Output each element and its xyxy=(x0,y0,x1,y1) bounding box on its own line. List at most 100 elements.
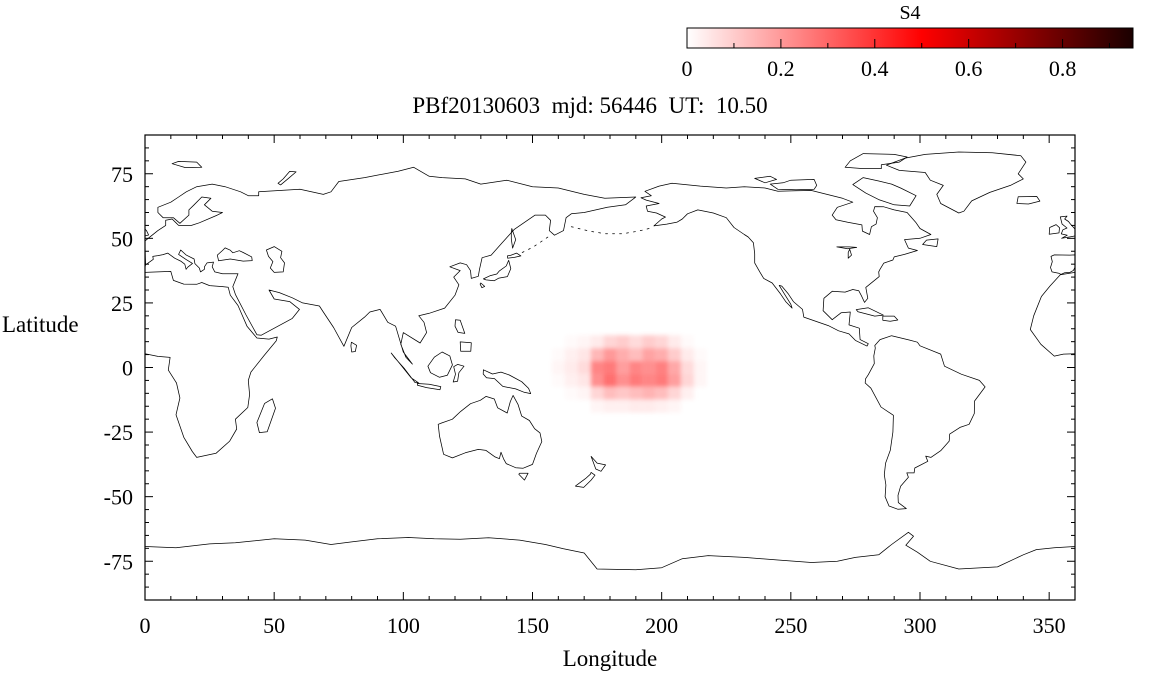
coastline xyxy=(769,179,818,191)
coastline xyxy=(1029,272,1075,357)
colorbar-tick-label: 0 xyxy=(682,56,693,81)
coastline xyxy=(640,182,932,347)
heatmap-cell xyxy=(616,386,630,400)
coastline xyxy=(1074,546,1075,547)
heatmap-cell xyxy=(668,361,682,374)
coastline xyxy=(171,161,203,168)
heatmap-cell xyxy=(655,399,669,413)
heatmap-cell xyxy=(564,361,578,374)
colorbar-tick-label: 0.6 xyxy=(955,56,983,81)
heatmap-cell xyxy=(681,386,694,400)
coastline xyxy=(882,315,899,322)
heatmap-cell xyxy=(693,373,707,387)
coastline xyxy=(483,259,512,282)
coastline xyxy=(145,228,149,237)
heatmap-cell xyxy=(693,361,707,374)
heatmap-cell xyxy=(616,399,630,413)
coastline xyxy=(482,369,532,394)
heatmap-cell xyxy=(590,361,604,374)
heatmap-cell xyxy=(577,361,591,374)
y-tick-label: -75 xyxy=(104,549,133,574)
coastline xyxy=(518,472,529,481)
heatmap-cell xyxy=(603,361,617,374)
coastline xyxy=(479,282,486,289)
heatmap-cell xyxy=(681,348,694,362)
heatmap-cell xyxy=(642,386,656,400)
y-tick-label: 0 xyxy=(122,356,133,381)
heatmap-cell xyxy=(655,348,669,362)
coastline xyxy=(452,364,465,383)
s4-heatmap-layer xyxy=(551,335,707,413)
heatmap-cell xyxy=(629,373,643,387)
y-axis-label: Latitude xyxy=(2,312,79,337)
coastline xyxy=(390,352,420,384)
coastline xyxy=(145,254,146,269)
heatmap-cell xyxy=(564,335,578,349)
coastline xyxy=(922,238,939,247)
coastline xyxy=(216,247,253,262)
heatmap-cell xyxy=(603,386,617,400)
x-tick-label: 250 xyxy=(774,613,807,638)
coastline xyxy=(350,341,357,353)
heatmap-cell xyxy=(564,348,578,362)
x-tick-label: 100 xyxy=(387,613,420,638)
coastline xyxy=(427,351,453,378)
coastline xyxy=(847,248,852,259)
heatmap-cell xyxy=(551,373,565,387)
heatmap-cell xyxy=(577,386,591,400)
coastline xyxy=(1048,224,1060,235)
heatmap-cell xyxy=(642,361,656,374)
coastline xyxy=(886,151,1027,214)
coastline xyxy=(1016,196,1041,205)
y-tick-label: -50 xyxy=(104,485,133,510)
heatmap-cell xyxy=(564,386,578,400)
heatmap-cell xyxy=(616,335,630,349)
coastline xyxy=(266,246,285,273)
coastline xyxy=(855,307,884,317)
heatmap-cell xyxy=(629,386,643,400)
heatmap-cell xyxy=(551,361,565,374)
coastline xyxy=(459,341,472,352)
heatmap-cell xyxy=(577,335,591,349)
y-tick-label: -25 xyxy=(104,420,133,445)
heatmap-cell xyxy=(590,373,604,387)
colorbar-tick-label: 0.2 xyxy=(767,56,795,81)
heatmap-cell xyxy=(629,361,643,374)
x-axis-label: Longitude xyxy=(563,646,658,671)
heatmap-cell xyxy=(590,399,604,413)
x-tick-label: 0 xyxy=(140,613,151,638)
heatmap-cell xyxy=(551,348,565,362)
x-tick-label: 200 xyxy=(645,613,678,638)
y-tick-label: 25 xyxy=(111,291,133,316)
heatmap-cell xyxy=(590,386,604,400)
colorbar: 0 0.2 0.4 0.6 0.8 xyxy=(682,27,1134,81)
heatmap-cell xyxy=(616,348,630,362)
coastline xyxy=(145,166,637,365)
coastline xyxy=(1074,240,1075,259)
coastline xyxy=(864,335,986,510)
heatmap-cell xyxy=(616,361,630,374)
heatmap-cell xyxy=(629,348,643,362)
y-tick-label: 50 xyxy=(111,226,133,251)
heatmap-cell xyxy=(629,399,643,413)
heatmap-cell xyxy=(642,348,656,362)
heatmap-cell xyxy=(590,335,604,349)
x-tick-label: 150 xyxy=(516,613,549,638)
coastline xyxy=(437,395,543,469)
coastline xyxy=(454,319,466,334)
coastline xyxy=(844,153,908,169)
colorbar-title: S4 xyxy=(899,2,920,24)
heatmap-cell xyxy=(577,373,591,387)
coastline xyxy=(754,175,777,184)
x-tick-label: 300 xyxy=(904,613,937,638)
heatmap-cell xyxy=(668,335,682,349)
coastline xyxy=(507,252,522,259)
coastline xyxy=(145,531,1075,571)
heatmap-cell xyxy=(590,348,604,362)
colorbar-bar xyxy=(686,27,1134,49)
heatmap-cell xyxy=(668,348,682,362)
coastline xyxy=(510,228,517,249)
heatmap-cell xyxy=(629,335,643,349)
